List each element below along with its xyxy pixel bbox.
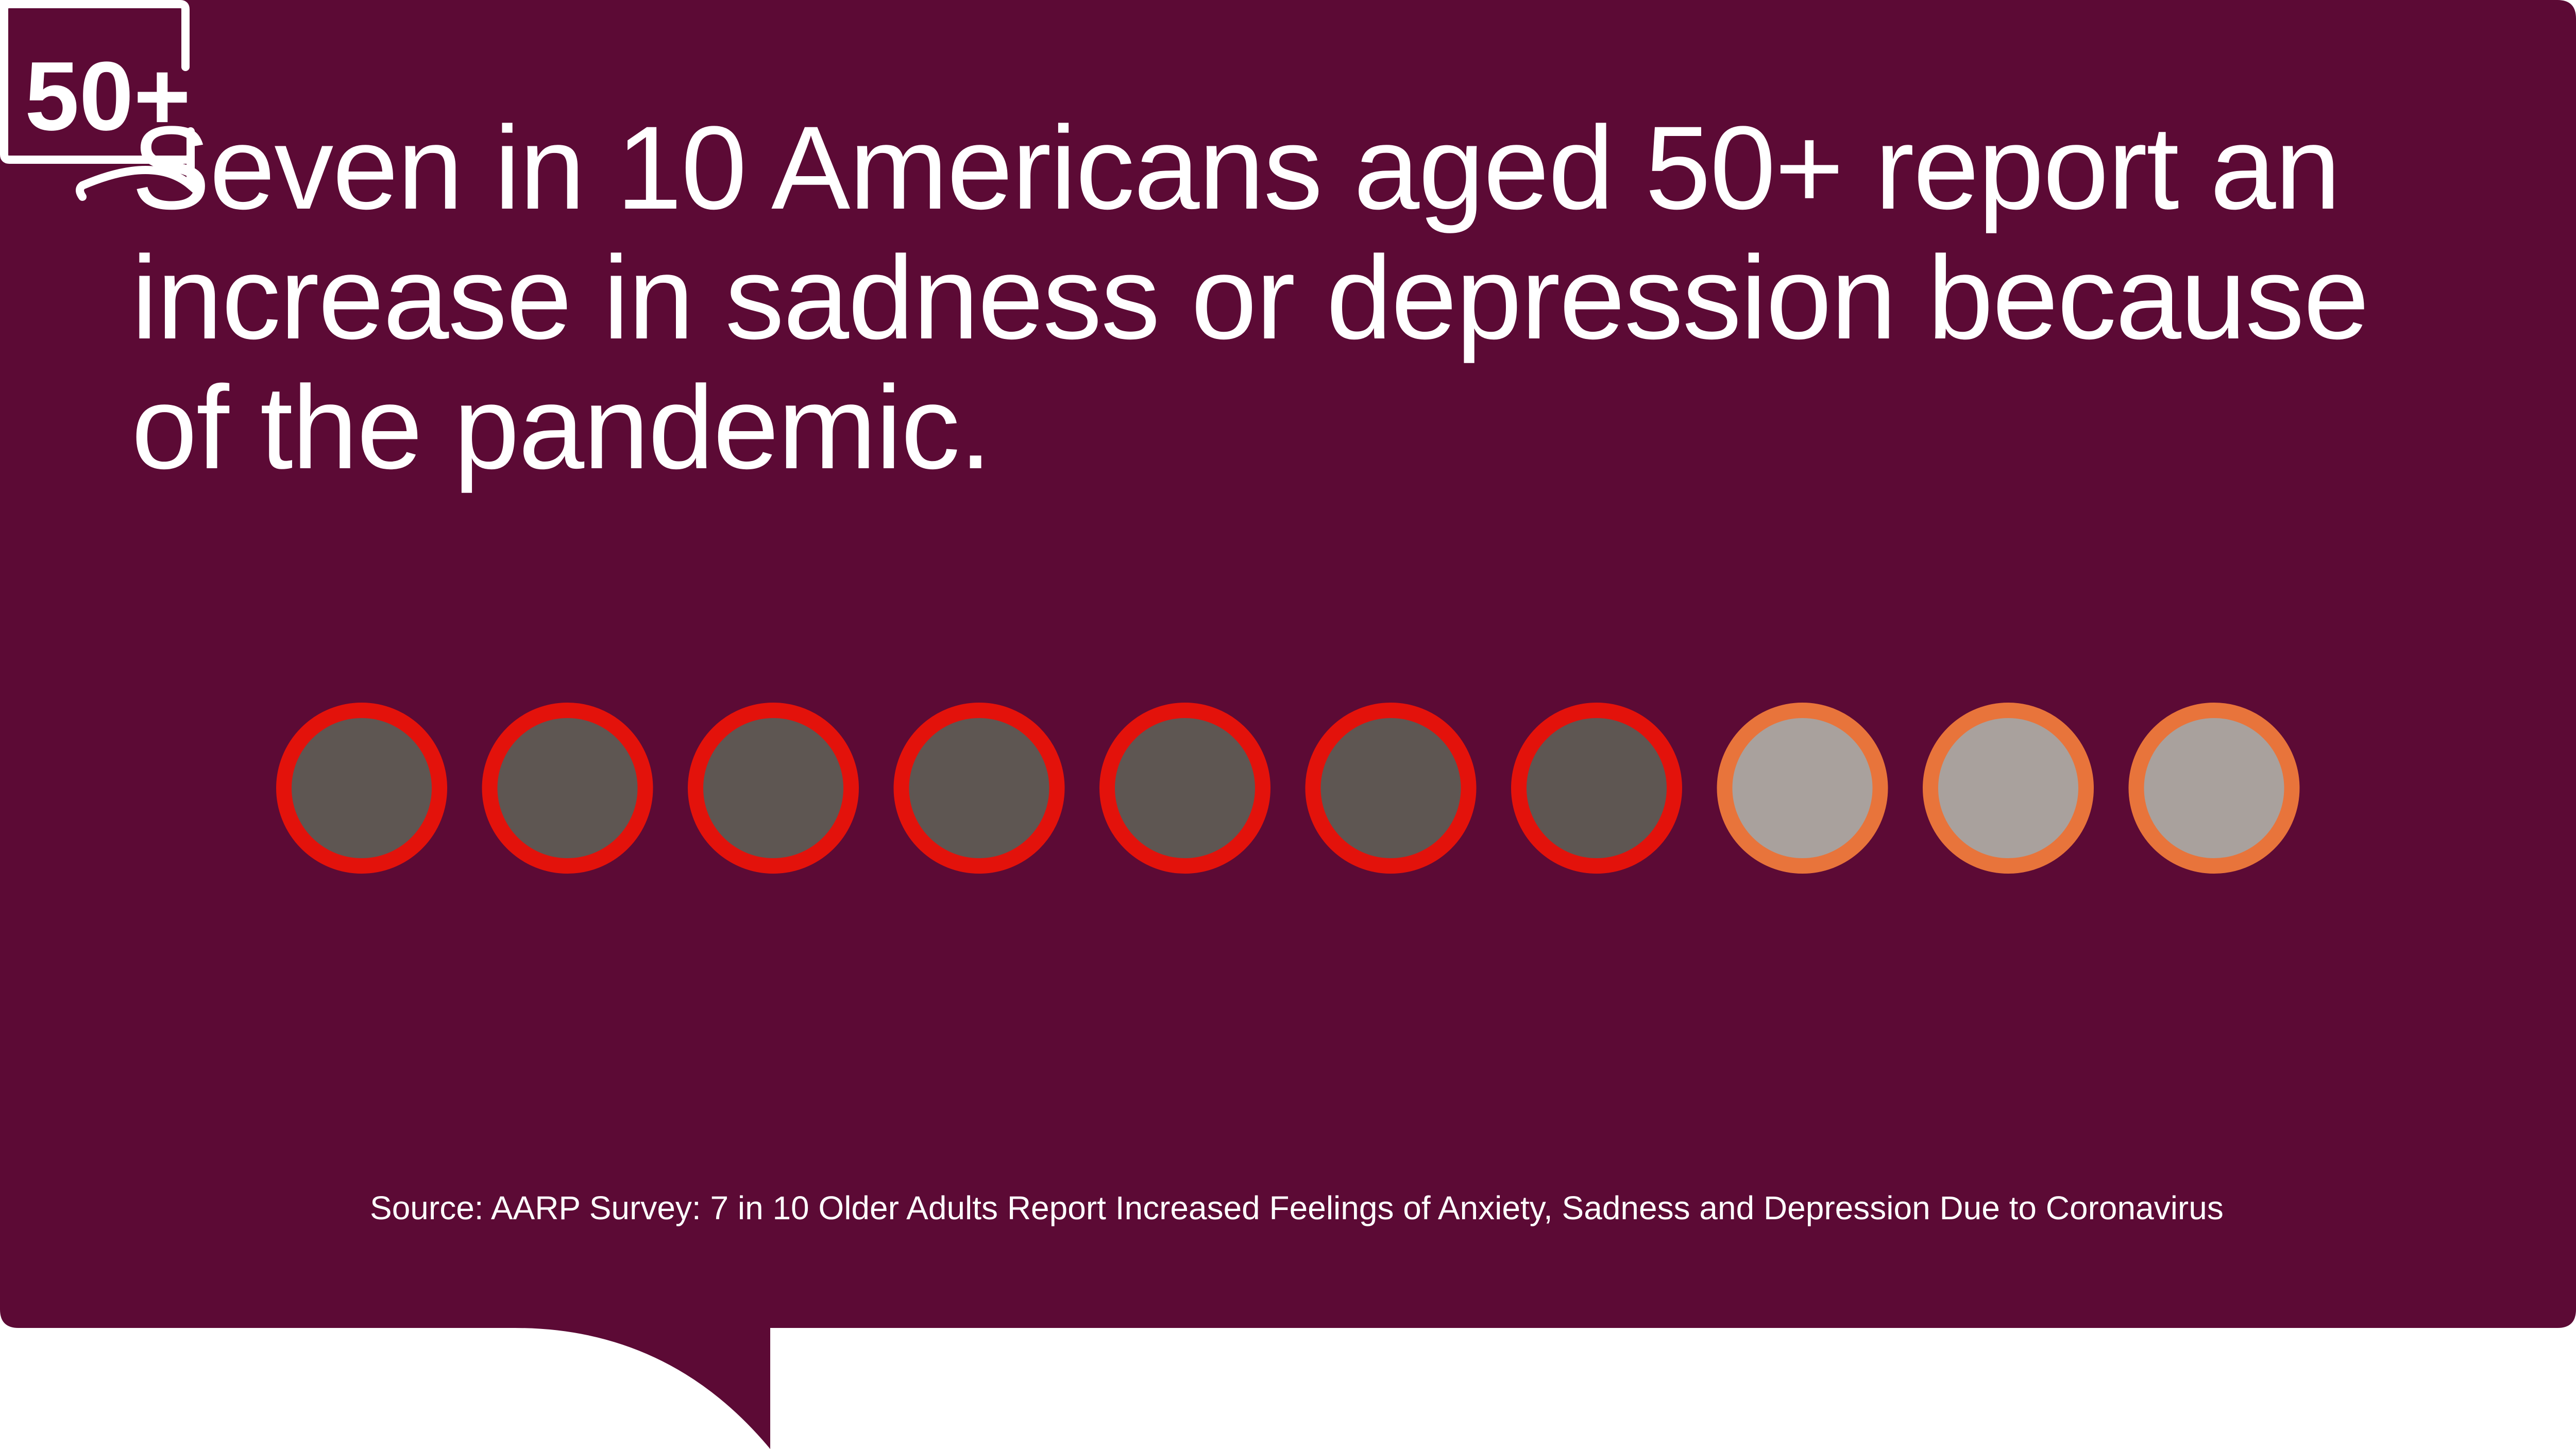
pictograph-dots [276, 703, 2300, 874]
dot-highlighted [1305, 703, 1477, 874]
aarp-50-plus-logo: 50+ [0, 0, 195, 201]
dot-circle [1717, 703, 1888, 874]
dot-circle [482, 703, 653, 874]
dot-highlighted [893, 703, 1065, 874]
source-note: Source: AARP Survey: 7 in 10 Older Adult… [370, 1189, 2224, 1226]
dot-circle [1305, 703, 1477, 874]
dot-circle [688, 703, 859, 874]
dot-rest [1923, 703, 2094, 874]
dot-circle [1511, 703, 1682, 874]
dot-highlighted [482, 703, 653, 874]
dot-highlighted [1511, 703, 1682, 874]
dot-circle [1923, 703, 2094, 874]
dot-highlighted [688, 703, 859, 874]
dot-highlighted [1099, 703, 1270, 874]
dot-circle [893, 703, 1065, 874]
dot-circle [276, 703, 447, 874]
dot-rest [2128, 703, 2300, 874]
logo-text: 50+ [25, 42, 191, 151]
dot-rest [1717, 703, 1888, 874]
dot-circle [2128, 703, 2300, 874]
dot-highlighted [276, 703, 447, 874]
speech-bubble-tail-icon [76, 150, 195, 201]
dot-circle [1099, 703, 1270, 874]
headline: Seven in 10 Americans aged 50+ report an… [131, 101, 2369, 493]
